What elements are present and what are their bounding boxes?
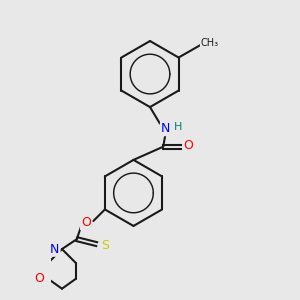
Text: O: O bbox=[34, 272, 44, 285]
Text: S: S bbox=[101, 239, 109, 252]
Text: N: N bbox=[50, 243, 59, 256]
Text: CH₃: CH₃ bbox=[201, 38, 219, 48]
Text: N: N bbox=[161, 122, 170, 135]
Text: H: H bbox=[174, 122, 182, 132]
Text: O: O bbox=[81, 216, 91, 229]
Text: O: O bbox=[184, 139, 194, 152]
